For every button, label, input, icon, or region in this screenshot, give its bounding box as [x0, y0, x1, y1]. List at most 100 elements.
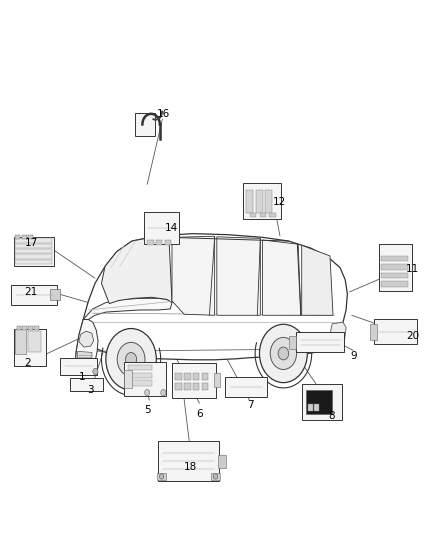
Text: 8: 8: [328, 411, 335, 421]
Bar: [28, 331, 41, 352]
Circle shape: [159, 474, 164, 479]
Bar: [17, 326, 21, 330]
Bar: [124, 370, 132, 389]
Text: 1: 1: [78, 372, 85, 382]
Bar: [251, 213, 256, 217]
Bar: [246, 190, 253, 214]
Bar: [176, 383, 182, 390]
Polygon shape: [330, 322, 346, 343]
Bar: [15, 254, 52, 259]
Bar: [184, 383, 191, 390]
Bar: [243, 183, 281, 219]
Bar: [193, 373, 199, 380]
Bar: [255, 190, 262, 214]
Bar: [15, 235, 20, 239]
Polygon shape: [302, 245, 333, 316]
Bar: [127, 373, 152, 378]
Text: 3: 3: [87, 384, 94, 394]
Bar: [184, 373, 191, 380]
Bar: [381, 264, 408, 270]
Bar: [144, 213, 180, 244]
Bar: [15, 238, 52, 243]
Bar: [147, 240, 154, 245]
Bar: [218, 455, 226, 468]
Bar: [15, 249, 52, 253]
Circle shape: [161, 390, 166, 396]
Polygon shape: [78, 351, 92, 362]
Polygon shape: [79, 331, 94, 347]
Bar: [15, 328, 26, 354]
Bar: [211, 473, 220, 480]
Text: 14: 14: [165, 223, 178, 233]
Bar: [374, 319, 417, 344]
Bar: [134, 114, 155, 135]
Circle shape: [126, 352, 137, 366]
Bar: [60, 358, 97, 375]
Text: 12: 12: [272, 197, 286, 207]
Bar: [289, 336, 297, 349]
Bar: [193, 383, 199, 390]
Text: 20: 20: [406, 332, 419, 342]
Bar: [28, 326, 33, 330]
Text: 17: 17: [25, 238, 38, 248]
Bar: [165, 240, 171, 245]
Bar: [35, 326, 39, 330]
Bar: [71, 377, 103, 391]
Bar: [158, 441, 219, 481]
Bar: [260, 213, 266, 217]
Bar: [15, 244, 52, 248]
Bar: [201, 373, 208, 380]
Bar: [14, 237, 54, 266]
Bar: [28, 235, 33, 239]
Circle shape: [270, 337, 297, 369]
Bar: [127, 381, 152, 386]
Text: 21: 21: [25, 287, 38, 297]
Bar: [297, 332, 344, 352]
Circle shape: [93, 368, 98, 375]
Polygon shape: [172, 236, 215, 316]
Bar: [381, 273, 408, 278]
Bar: [269, 213, 276, 217]
Text: 16: 16: [157, 109, 170, 119]
Bar: [15, 260, 52, 264]
Bar: [306, 390, 332, 414]
Bar: [381, 256, 408, 261]
Bar: [176, 373, 182, 380]
Polygon shape: [102, 237, 172, 304]
Bar: [265, 190, 272, 214]
Bar: [225, 377, 267, 398]
Text: 2: 2: [24, 358, 31, 368]
Text: 18: 18: [184, 462, 198, 472]
Bar: [156, 240, 162, 245]
Text: 7: 7: [247, 400, 254, 410]
Bar: [379, 244, 412, 291]
Bar: [157, 473, 166, 480]
Bar: [173, 364, 216, 398]
Text: 9: 9: [350, 351, 357, 361]
Bar: [214, 373, 220, 387]
Polygon shape: [83, 298, 172, 319]
Circle shape: [259, 324, 307, 383]
Circle shape: [145, 390, 150, 396]
Bar: [22, 235, 27, 239]
Circle shape: [278, 347, 289, 360]
Bar: [11, 285, 57, 305]
Bar: [201, 383, 208, 390]
Bar: [381, 281, 408, 287]
Bar: [127, 365, 152, 370]
Text: 11: 11: [406, 264, 419, 274]
Bar: [314, 405, 319, 411]
Polygon shape: [262, 240, 301, 316]
Circle shape: [106, 328, 156, 390]
Bar: [371, 324, 377, 340]
Polygon shape: [75, 319, 98, 368]
Bar: [302, 384, 342, 419]
Bar: [308, 405, 314, 411]
Bar: [124, 362, 166, 396]
Polygon shape: [75, 233, 347, 365]
Bar: [14, 328, 46, 366]
Circle shape: [213, 474, 218, 479]
Bar: [22, 326, 27, 330]
Polygon shape: [217, 237, 260, 316]
Bar: [50, 289, 60, 301]
